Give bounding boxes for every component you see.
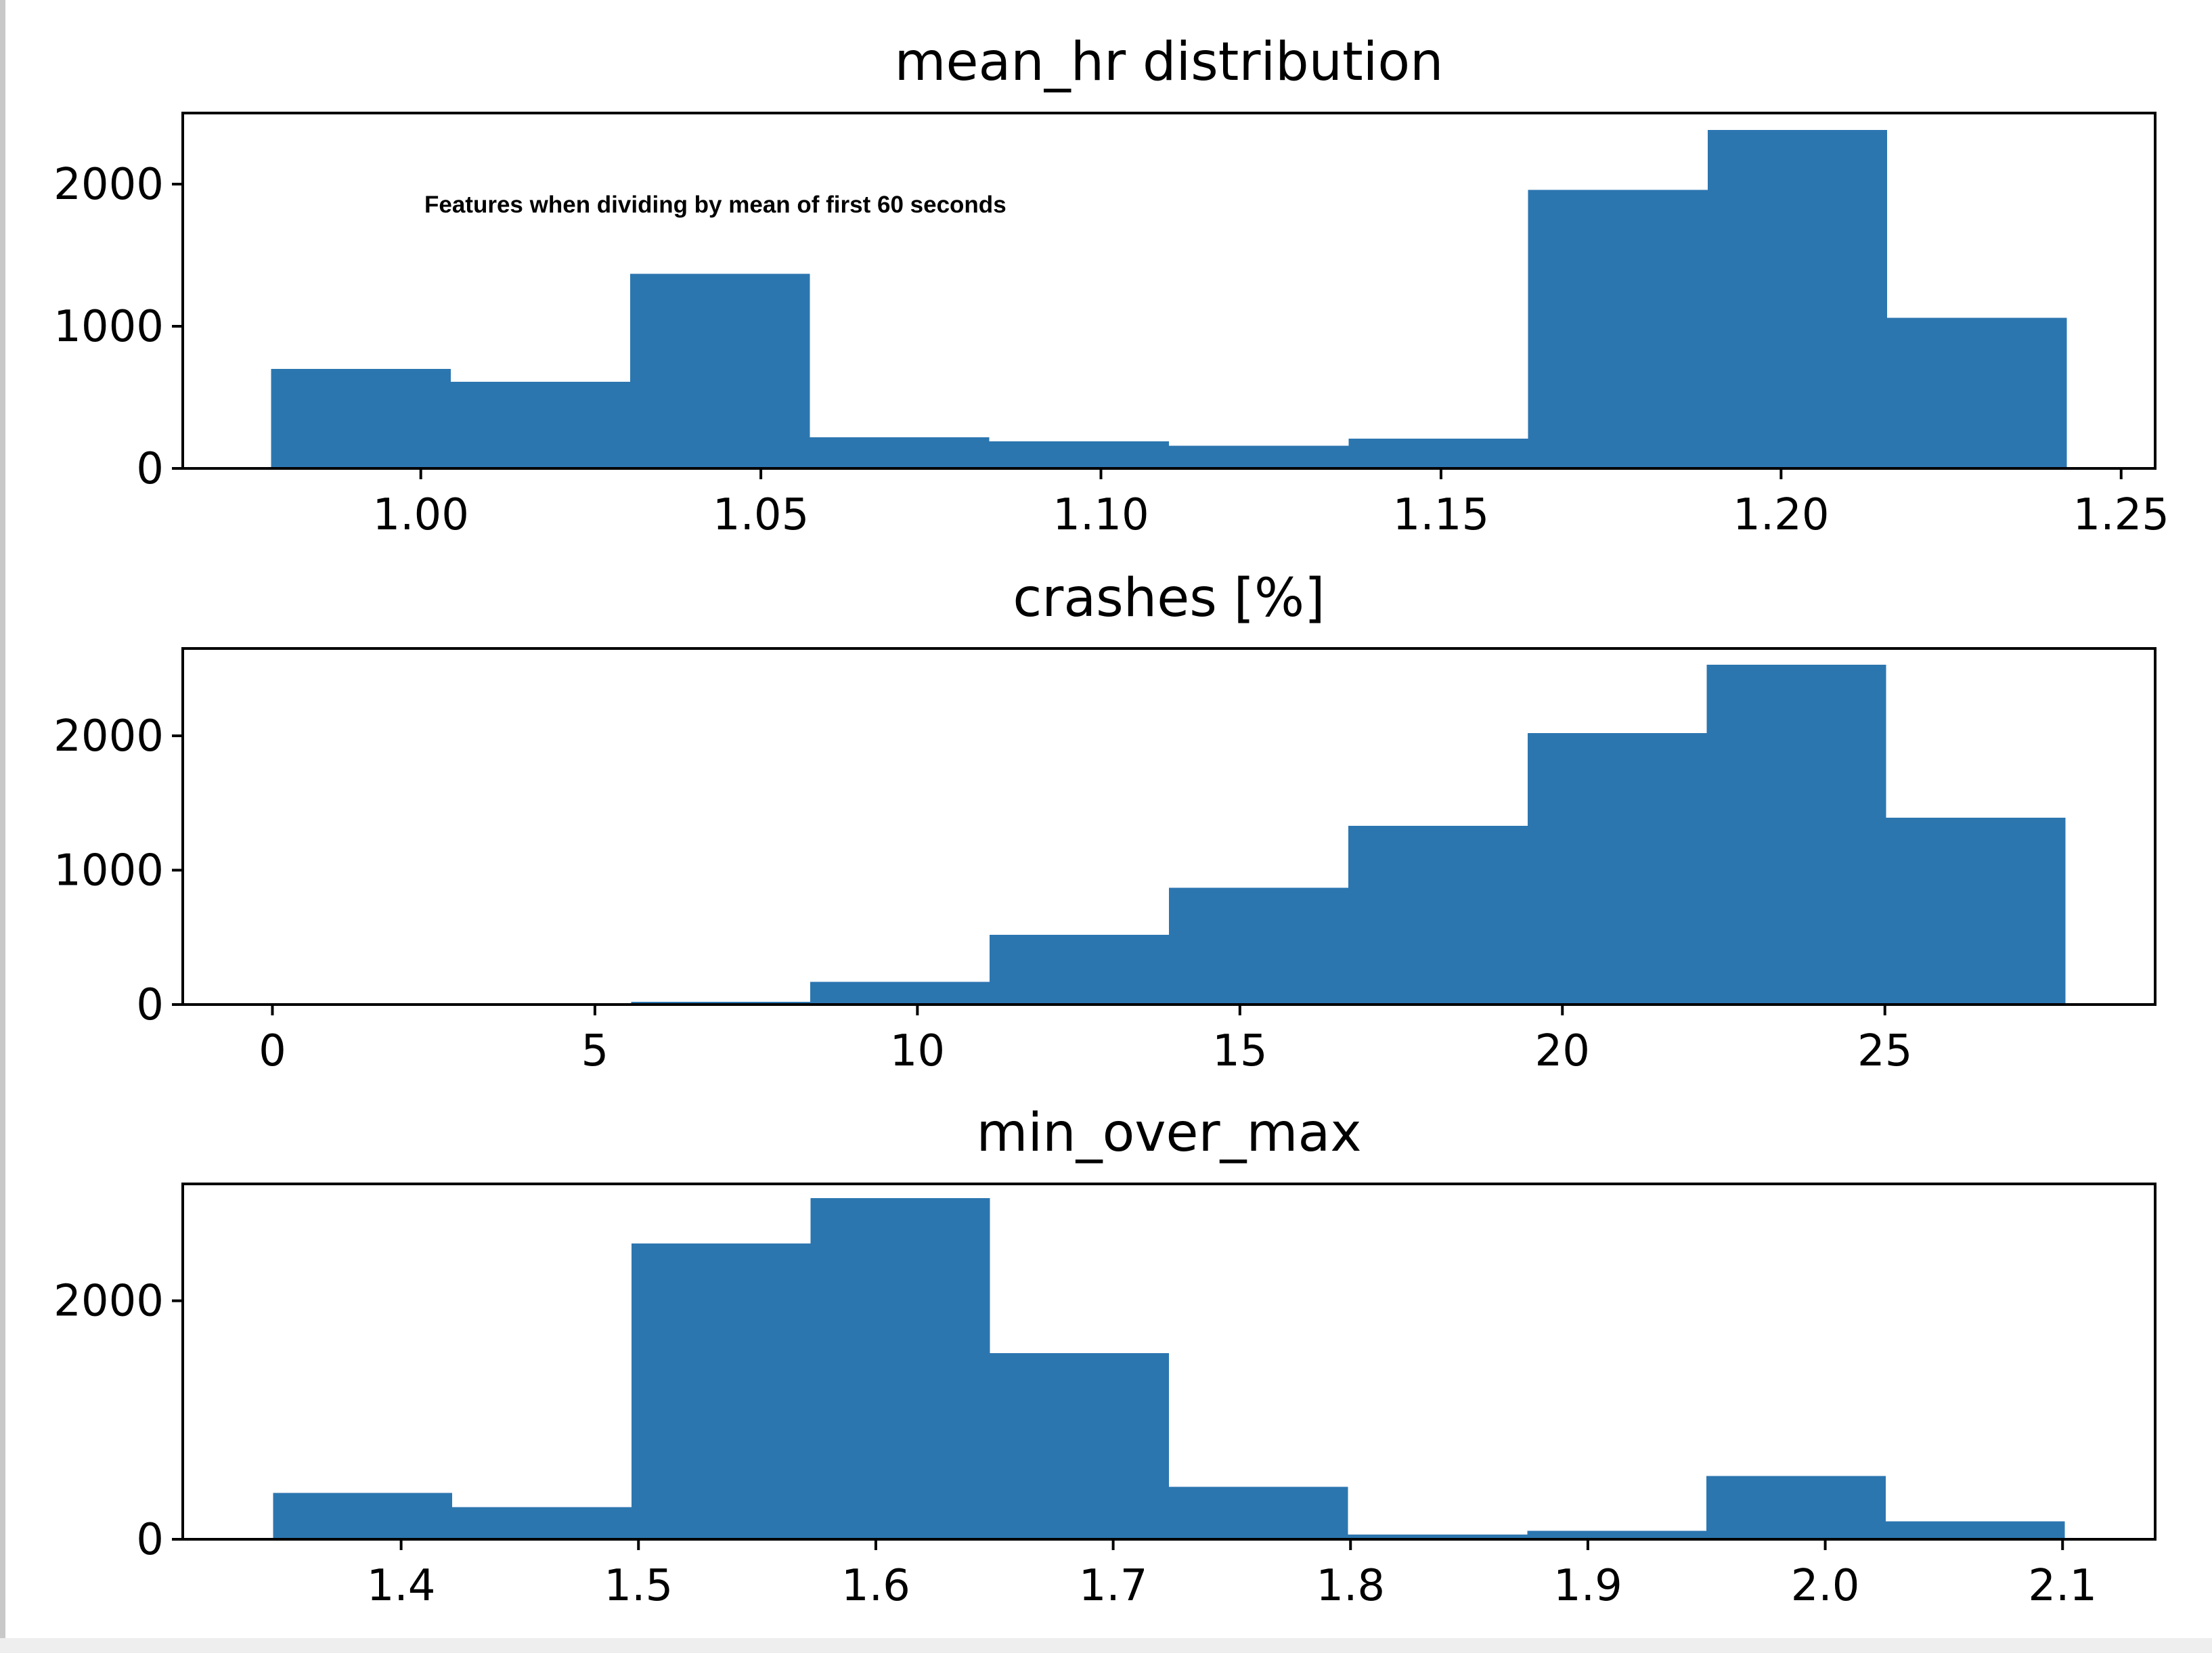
y-tick-label: 1000 <box>53 302 164 352</box>
panel-min-over-max: min_over_max 1.4 1.5 1.6 1.7 1.8 1.9 2.0 2.1 0 200… <box>53 1103 2156 1611</box>
histogram-bar <box>1348 826 1528 1005</box>
x-tick-label: 1.9 <box>1553 1561 1622 1611</box>
histogram-bar <box>810 1198 990 1539</box>
histogram-bar <box>1348 438 1528 468</box>
axes-frame <box>181 1183 2156 1541</box>
plot-title: mean_hr distribution <box>894 32 1443 93</box>
x-tick-label: 1.7 <box>1079 1561 1148 1611</box>
x-tick-label: 1.20 <box>1733 490 1830 540</box>
histogram-bar <box>631 1243 811 1539</box>
x-tick-label: 1.10 <box>1053 490 1149 540</box>
histogram-bar <box>810 437 990 468</box>
axes-frame <box>181 647 2156 1006</box>
histogram-bar <box>1527 733 1707 1005</box>
x-tick-label: 1.8 <box>1316 1561 1385 1611</box>
histogram-bar <box>1707 130 1888 468</box>
panel-mean-hr: mean_hr distribution 1.00 1.05 1.10 1.15 1.20… <box>53 32 2169 540</box>
x-tick-label: 0 <box>259 1026 286 1076</box>
histogram-bar <box>273 1493 453 1539</box>
x-tick-label: 5 <box>581 1026 609 1076</box>
histogram-bar <box>1887 317 2067 468</box>
y-tick-label: 2000 <box>53 1277 164 1327</box>
x-tick-label: 1.5 <box>604 1561 673 1611</box>
histogram-bar <box>1348 1534 1528 1539</box>
annotation-text: Features when dividing by mean of first … <box>424 192 1007 218</box>
histogram-bar <box>1886 818 2066 1005</box>
y-tick-label: 0 <box>136 1515 164 1565</box>
window-bottom-edge <box>0 1638 2212 1653</box>
x-tick-label: 25 <box>1857 1026 1912 1076</box>
axes-frame <box>181 112 2156 470</box>
plot-title: min_over_max <box>977 1103 1362 1164</box>
x-tick-label: 2.0 <box>1791 1561 1860 1611</box>
x-tick-label: 1.25 <box>2073 490 2170 540</box>
x-tick-label: 1.6 <box>841 1561 910 1611</box>
x-tick-label: 1.4 <box>367 1561 436 1611</box>
x-tick-label: 10 <box>890 1026 945 1076</box>
histogram-bar <box>990 934 1169 1005</box>
window-edge <box>0 0 5 1653</box>
y-tick-label: 2000 <box>53 160 164 210</box>
histogram-bar <box>810 982 990 1005</box>
histogram-bar <box>1169 445 1349 468</box>
x-tick-label: 20 <box>1535 1026 1590 1076</box>
histogram-bar <box>1169 1486 1348 1539</box>
histogram-bar <box>1706 664 1886 1005</box>
histogram-bar <box>990 1353 1169 1539</box>
x-tick-label: 1.15 <box>1393 490 1490 540</box>
histogram-bar <box>1169 887 1348 1005</box>
histogram-bar <box>271 369 451 468</box>
panel-crashes: crashes [%] 0 5 10 15 20 25 0 1000 2000 <box>53 568 2156 1076</box>
x-tick-label: 15 <box>1212 1026 1267 1076</box>
histogram-bar <box>1885 1521 2065 1539</box>
histogram-bar <box>989 441 1169 468</box>
y-tick-label: 0 <box>136 980 164 1030</box>
y-tick-label: 1000 <box>53 846 164 896</box>
x-tick-label: 1.05 <box>713 490 810 540</box>
histogram-bar <box>1528 190 1708 468</box>
x-tick-label: 1.00 <box>372 490 469 540</box>
histogram-bar <box>1527 1530 1707 1539</box>
x-tick-label: 2.1 <box>2028 1561 2097 1611</box>
histogram-bar <box>452 1507 632 1539</box>
histogram-bar <box>450 381 631 468</box>
y-tick-label: 0 <box>136 444 164 494</box>
histogram-bar <box>630 273 810 468</box>
histogram-bar <box>1706 1476 1886 1539</box>
y-tick-label: 2000 <box>53 711 164 762</box>
plot-title: crashes [%] <box>1013 568 1325 629</box>
